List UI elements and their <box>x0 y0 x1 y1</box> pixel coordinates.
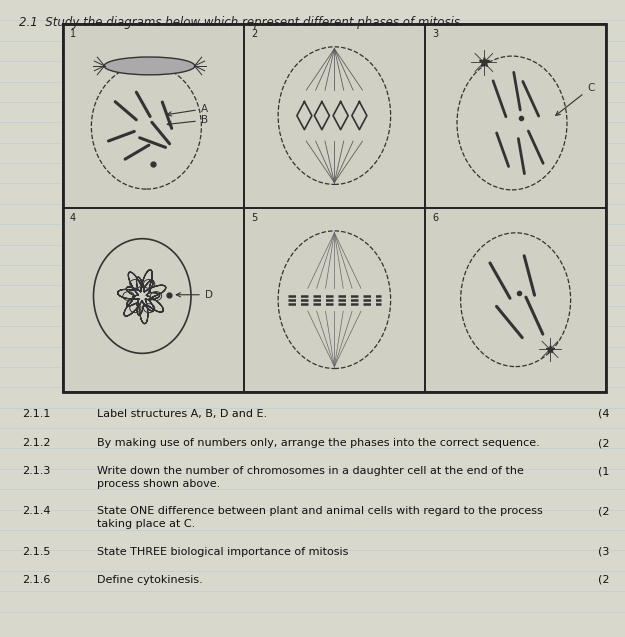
Text: 2.1.1: 2.1.1 <box>22 409 50 419</box>
Text: State THREE biological importance of mitosis: State THREE biological importance of mit… <box>97 547 348 557</box>
Text: By making use of numbers only, arrange the phases into the correct sequence.: By making use of numbers only, arrange t… <box>97 438 539 448</box>
Text: (2: (2 <box>598 575 609 585</box>
Text: 2.1.3: 2.1.3 <box>22 466 50 476</box>
Text: (1: (1 <box>598 466 609 476</box>
Text: Define cytokinesis.: Define cytokinesis. <box>97 575 202 585</box>
Text: 1: 1 <box>70 29 76 39</box>
Text: 2.1.6: 2.1.6 <box>22 575 50 585</box>
Text: (2: (2 <box>598 506 609 517</box>
Text: 3: 3 <box>432 29 439 39</box>
Text: 4: 4 <box>70 213 76 223</box>
Bar <box>62 24 244 208</box>
Text: process shown above.: process shown above. <box>97 479 220 489</box>
Bar <box>244 208 425 392</box>
Text: Write down the number of chromosomes in a daughter cell at the end of the: Write down the number of chromosomes in … <box>97 466 524 476</box>
Text: (2: (2 <box>598 438 609 448</box>
Text: (4: (4 <box>598 409 609 419</box>
Ellipse shape <box>104 57 195 75</box>
Text: 2.1.5: 2.1.5 <box>22 547 50 557</box>
Text: State ONE difference between plant and animal cells with regard to the process: State ONE difference between plant and a… <box>97 506 542 517</box>
Text: 6: 6 <box>432 213 439 223</box>
Text: 2.1.2: 2.1.2 <box>22 438 51 448</box>
Text: (3: (3 <box>598 547 609 557</box>
Text: 2.1.4: 2.1.4 <box>22 506 51 517</box>
Bar <box>62 24 606 392</box>
Bar <box>425 24 606 208</box>
Text: A: A <box>168 104 208 116</box>
Bar <box>62 208 244 392</box>
Text: 2: 2 <box>251 29 258 39</box>
Bar <box>425 208 606 392</box>
Text: Label structures A, B, D and E.: Label structures A, B, D and E. <box>97 409 267 419</box>
Text: C: C <box>556 83 594 115</box>
Text: taking place at C.: taking place at C. <box>97 519 195 529</box>
Text: 5: 5 <box>251 213 258 223</box>
Text: B: B <box>168 115 208 126</box>
Bar <box>244 24 425 208</box>
Text: D: D <box>176 290 212 300</box>
Text: 2.1  Study the diagrams below which represent different phases of mitosis.: 2.1 Study the diagrams below which repre… <box>19 16 464 29</box>
